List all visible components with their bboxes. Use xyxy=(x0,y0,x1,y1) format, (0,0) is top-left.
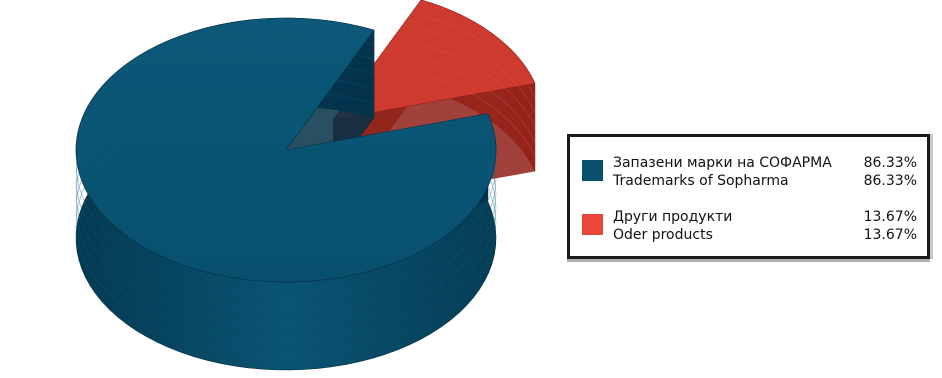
legend-value-trademarks-en: 86.33% xyxy=(863,173,917,189)
legend-swatch-trademarks xyxy=(582,160,603,181)
legend-entry-trademarks: Запазени марки на СОФАРМА Trademarks of … xyxy=(582,154,917,194)
legend-value-other-products: 13.67% xyxy=(863,209,917,225)
legend-value-trademarks: 86.33% xyxy=(863,155,917,171)
legend-label-trademarks-bg: Запазени марки на СОФАРМА xyxy=(613,155,832,171)
pie-slice-band-trademarks xyxy=(75,61,497,327)
pie-slice-band-trademarks xyxy=(75,32,497,297)
legend-label-other-products-bg: Други продукти xyxy=(613,209,733,225)
legend-value-other-products-en: 13.67% xyxy=(863,227,917,243)
legend-label-other-products-en: Oder products xyxy=(613,227,713,243)
pie-slice-band-trademarks xyxy=(75,91,497,356)
pie-slice-band-trademarks xyxy=(75,47,497,312)
legend-label-trademarks-en: Trademarks of Sopharma xyxy=(613,173,789,189)
pie-slice-top-other-products xyxy=(332,0,536,121)
pie-slice-band-other-products xyxy=(421,28,536,113)
pie-chart xyxy=(75,0,536,371)
legend-entry-other-products: Други продукти Oder products 13.67% 13.6… xyxy=(582,208,917,248)
pie-slice-band-trademarks xyxy=(75,76,497,341)
pie-slice-band-other-products xyxy=(421,14,536,99)
pie-slice-top-trademarks xyxy=(75,17,497,283)
pie-slice-trademarks xyxy=(75,17,497,371)
pie-slice-band-other-products xyxy=(421,58,536,143)
legend: Запазени марки на СОФАРМА Trademarks of … xyxy=(567,134,930,259)
pie-slice-band-other-products xyxy=(421,43,536,128)
legend-swatch-other-products xyxy=(582,214,603,235)
pie-slice-band-other-products xyxy=(421,72,536,157)
